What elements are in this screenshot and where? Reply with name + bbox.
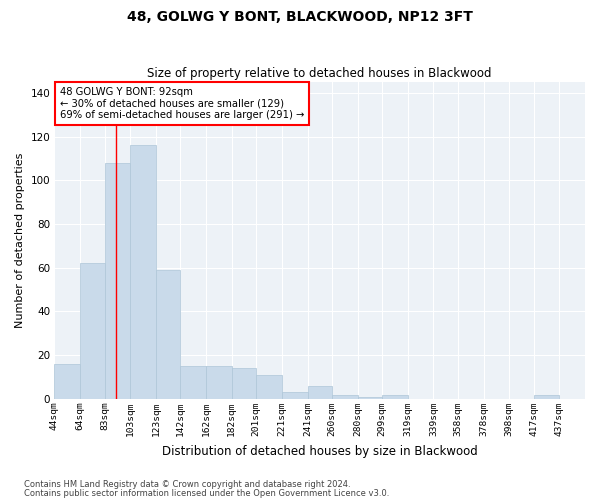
Bar [308,386,332,399]
Y-axis label: Number of detached properties: Number of detached properties [15,153,25,328]
Bar [181,366,206,399]
Bar [256,375,282,399]
Text: Contains HM Land Registry data © Crown copyright and database right 2024.: Contains HM Land Registry data © Crown c… [24,480,350,489]
Bar [282,392,308,399]
Bar [232,368,256,399]
Bar [206,366,232,399]
Text: 48 GOLWG Y BONT: 92sqm
← 30% of detached houses are smaller (129)
69% of semi-de: 48 GOLWG Y BONT: 92sqm ← 30% of detached… [60,87,304,120]
Bar [533,394,559,399]
Bar [55,364,80,399]
Bar [80,264,104,399]
Bar [382,394,408,399]
Bar [332,394,358,399]
Bar [156,270,181,399]
X-axis label: Distribution of detached houses by size in Blackwood: Distribution of detached houses by size … [162,444,478,458]
Text: Contains public sector information licensed under the Open Government Licence v3: Contains public sector information licen… [24,488,389,498]
Bar [358,396,382,399]
Bar [104,163,130,399]
Text: 48, GOLWG Y BONT, BLACKWOOD, NP12 3FT: 48, GOLWG Y BONT, BLACKWOOD, NP12 3FT [127,10,473,24]
Title: Size of property relative to detached houses in Blackwood: Size of property relative to detached ho… [148,66,492,80]
Bar [130,146,156,399]
